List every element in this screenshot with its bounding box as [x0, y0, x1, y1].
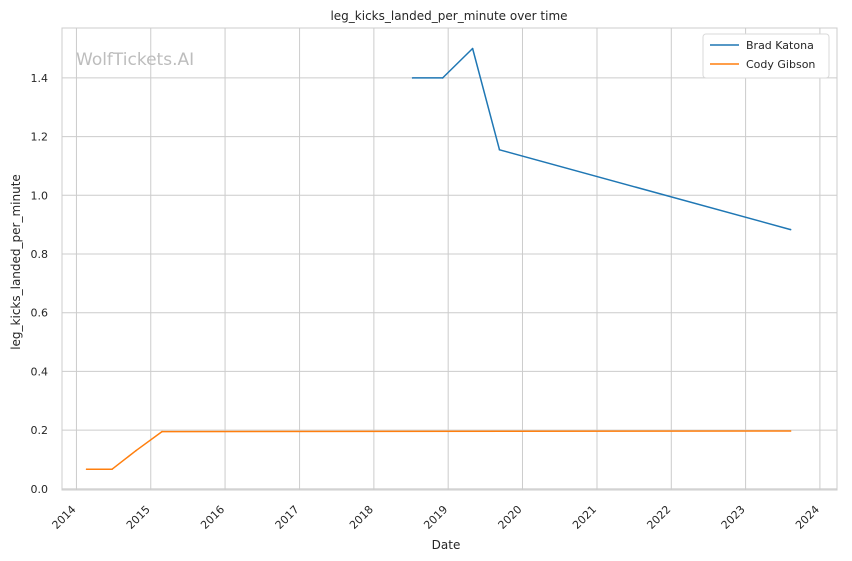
- series-layer: [85, 47, 792, 471]
- y-tick-label: 0.8: [31, 248, 49, 261]
- grid: [62, 28, 837, 490]
- data-point-brad-katona: [471, 47, 474, 50]
- data-point-brad-katona: [411, 77, 414, 79]
- plot-area: [62, 28, 837, 490]
- x-tick-label: 2021: [570, 503, 599, 532]
- legend-label-cody-gibson: Cody Gibson: [746, 58, 815, 71]
- data-point-brad-katona: [789, 228, 792, 231]
- chart-title: leg_kicks_landed_per_minute over time: [330, 9, 567, 23]
- data-point-cody-gibson: [85, 468, 88, 471]
- x-tick-labels: 2014 2015 2016 2017 2018 2019 2020 2021 2022 2023…: [50, 503, 822, 532]
- x-tick-label: 2020: [496, 503, 525, 532]
- x-axis-title: Date: [432, 538, 461, 552]
- y-tick-labels: 0.0 0.2 0.4 0.6 0.8 1.0 1.2 1.4: [31, 72, 49, 496]
- x-tick-label: 2022: [644, 503, 673, 532]
- y-tick-label: 0.2: [31, 424, 49, 437]
- x-tick-label: 2016: [198, 503, 227, 532]
- data-point-cody-gibson: [789, 430, 792, 432]
- plot-frame: [61, 27, 838, 491]
- y-tick-label: 0.4: [31, 365, 49, 378]
- x-tick-label: 2018: [347, 503, 376, 532]
- y-axis-title: leg_kicks_landed_per_minute: [9, 174, 23, 350]
- legend-label-brad-katona: Brad Katona: [746, 39, 814, 52]
- x-tick-label: 2017: [273, 503, 302, 532]
- watermark: WolfTickets.AI: [76, 50, 194, 70]
- y-tick-label: 1.2: [31, 131, 49, 144]
- data-point-cody-gibson: [135, 449, 137, 452]
- x-tick-label: 2019: [421, 503, 450, 532]
- x-tick-label: 2014: [50, 503, 79, 532]
- y-tick-label: 0.6: [31, 307, 49, 320]
- x-tick-label: 2024: [793, 503, 822, 532]
- data-point-cody-gibson: [161, 430, 163, 433]
- x-tick-label: 2023: [719, 503, 748, 532]
- y-tick-label: 1.4: [31, 72, 49, 85]
- data-point-brad-katona: [498, 149, 501, 151]
- data-point-cody-gibson: [111, 468, 113, 471]
- data-point-brad-katona: [441, 77, 444, 79]
- x-tick-label: 2015: [124, 503, 153, 532]
- y-tick-label: 1.0: [31, 189, 49, 202]
- legend: Brad Katona Cody Gibson: [702, 33, 830, 79]
- y-tick-label: 0.0: [31, 483, 49, 496]
